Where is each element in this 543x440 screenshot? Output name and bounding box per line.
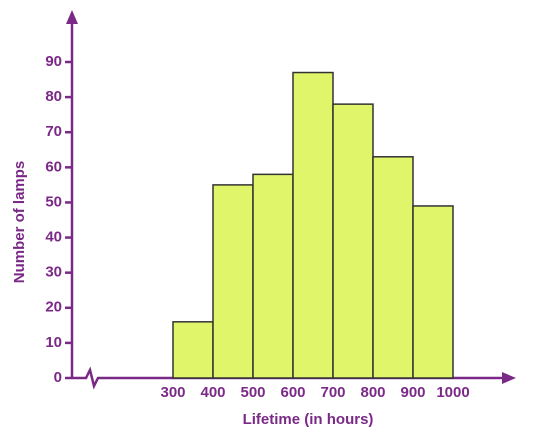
bar	[412, 205, 454, 379]
x-arrow	[502, 372, 516, 384]
x-tick-label: 500	[240, 384, 265, 401]
y-tick-label: 10	[45, 334, 62, 351]
y-arrow	[66, 10, 78, 24]
x-tick-label: 1000	[436, 384, 469, 401]
y-tick-label: 80	[45, 88, 62, 105]
x-axis	[72, 366, 505, 390]
bar	[252, 173, 294, 379]
x-tick-label: 300	[160, 384, 185, 401]
y-tick-label: 40	[45, 229, 62, 246]
x-tick-label: 400	[200, 384, 225, 401]
x-tick-label: 900	[400, 384, 425, 401]
y-tick-label: 20	[45, 299, 62, 316]
x-tick-label: 700	[320, 384, 345, 401]
y-tick-label: 30	[45, 264, 62, 281]
y-tick-label: 0	[54, 369, 62, 386]
x-axis-label: Lifetime (in hours)	[243, 411, 374, 428]
y-tick-label: 70	[45, 123, 62, 140]
bar	[372, 156, 414, 379]
bar	[172, 321, 214, 379]
y-tick-label: 90	[45, 53, 62, 70]
x-tick-label: 800	[360, 384, 385, 401]
axes	[66, 10, 516, 390]
y-axis-label: Number of lamps	[11, 161, 28, 284]
bar	[332, 103, 374, 379]
bar	[292, 71, 334, 379]
y-tick-label: 60	[45, 158, 62, 175]
x-tick-label: 600	[280, 384, 305, 401]
y-tick-label: 50	[45, 193, 62, 210]
bar	[212, 184, 254, 379]
